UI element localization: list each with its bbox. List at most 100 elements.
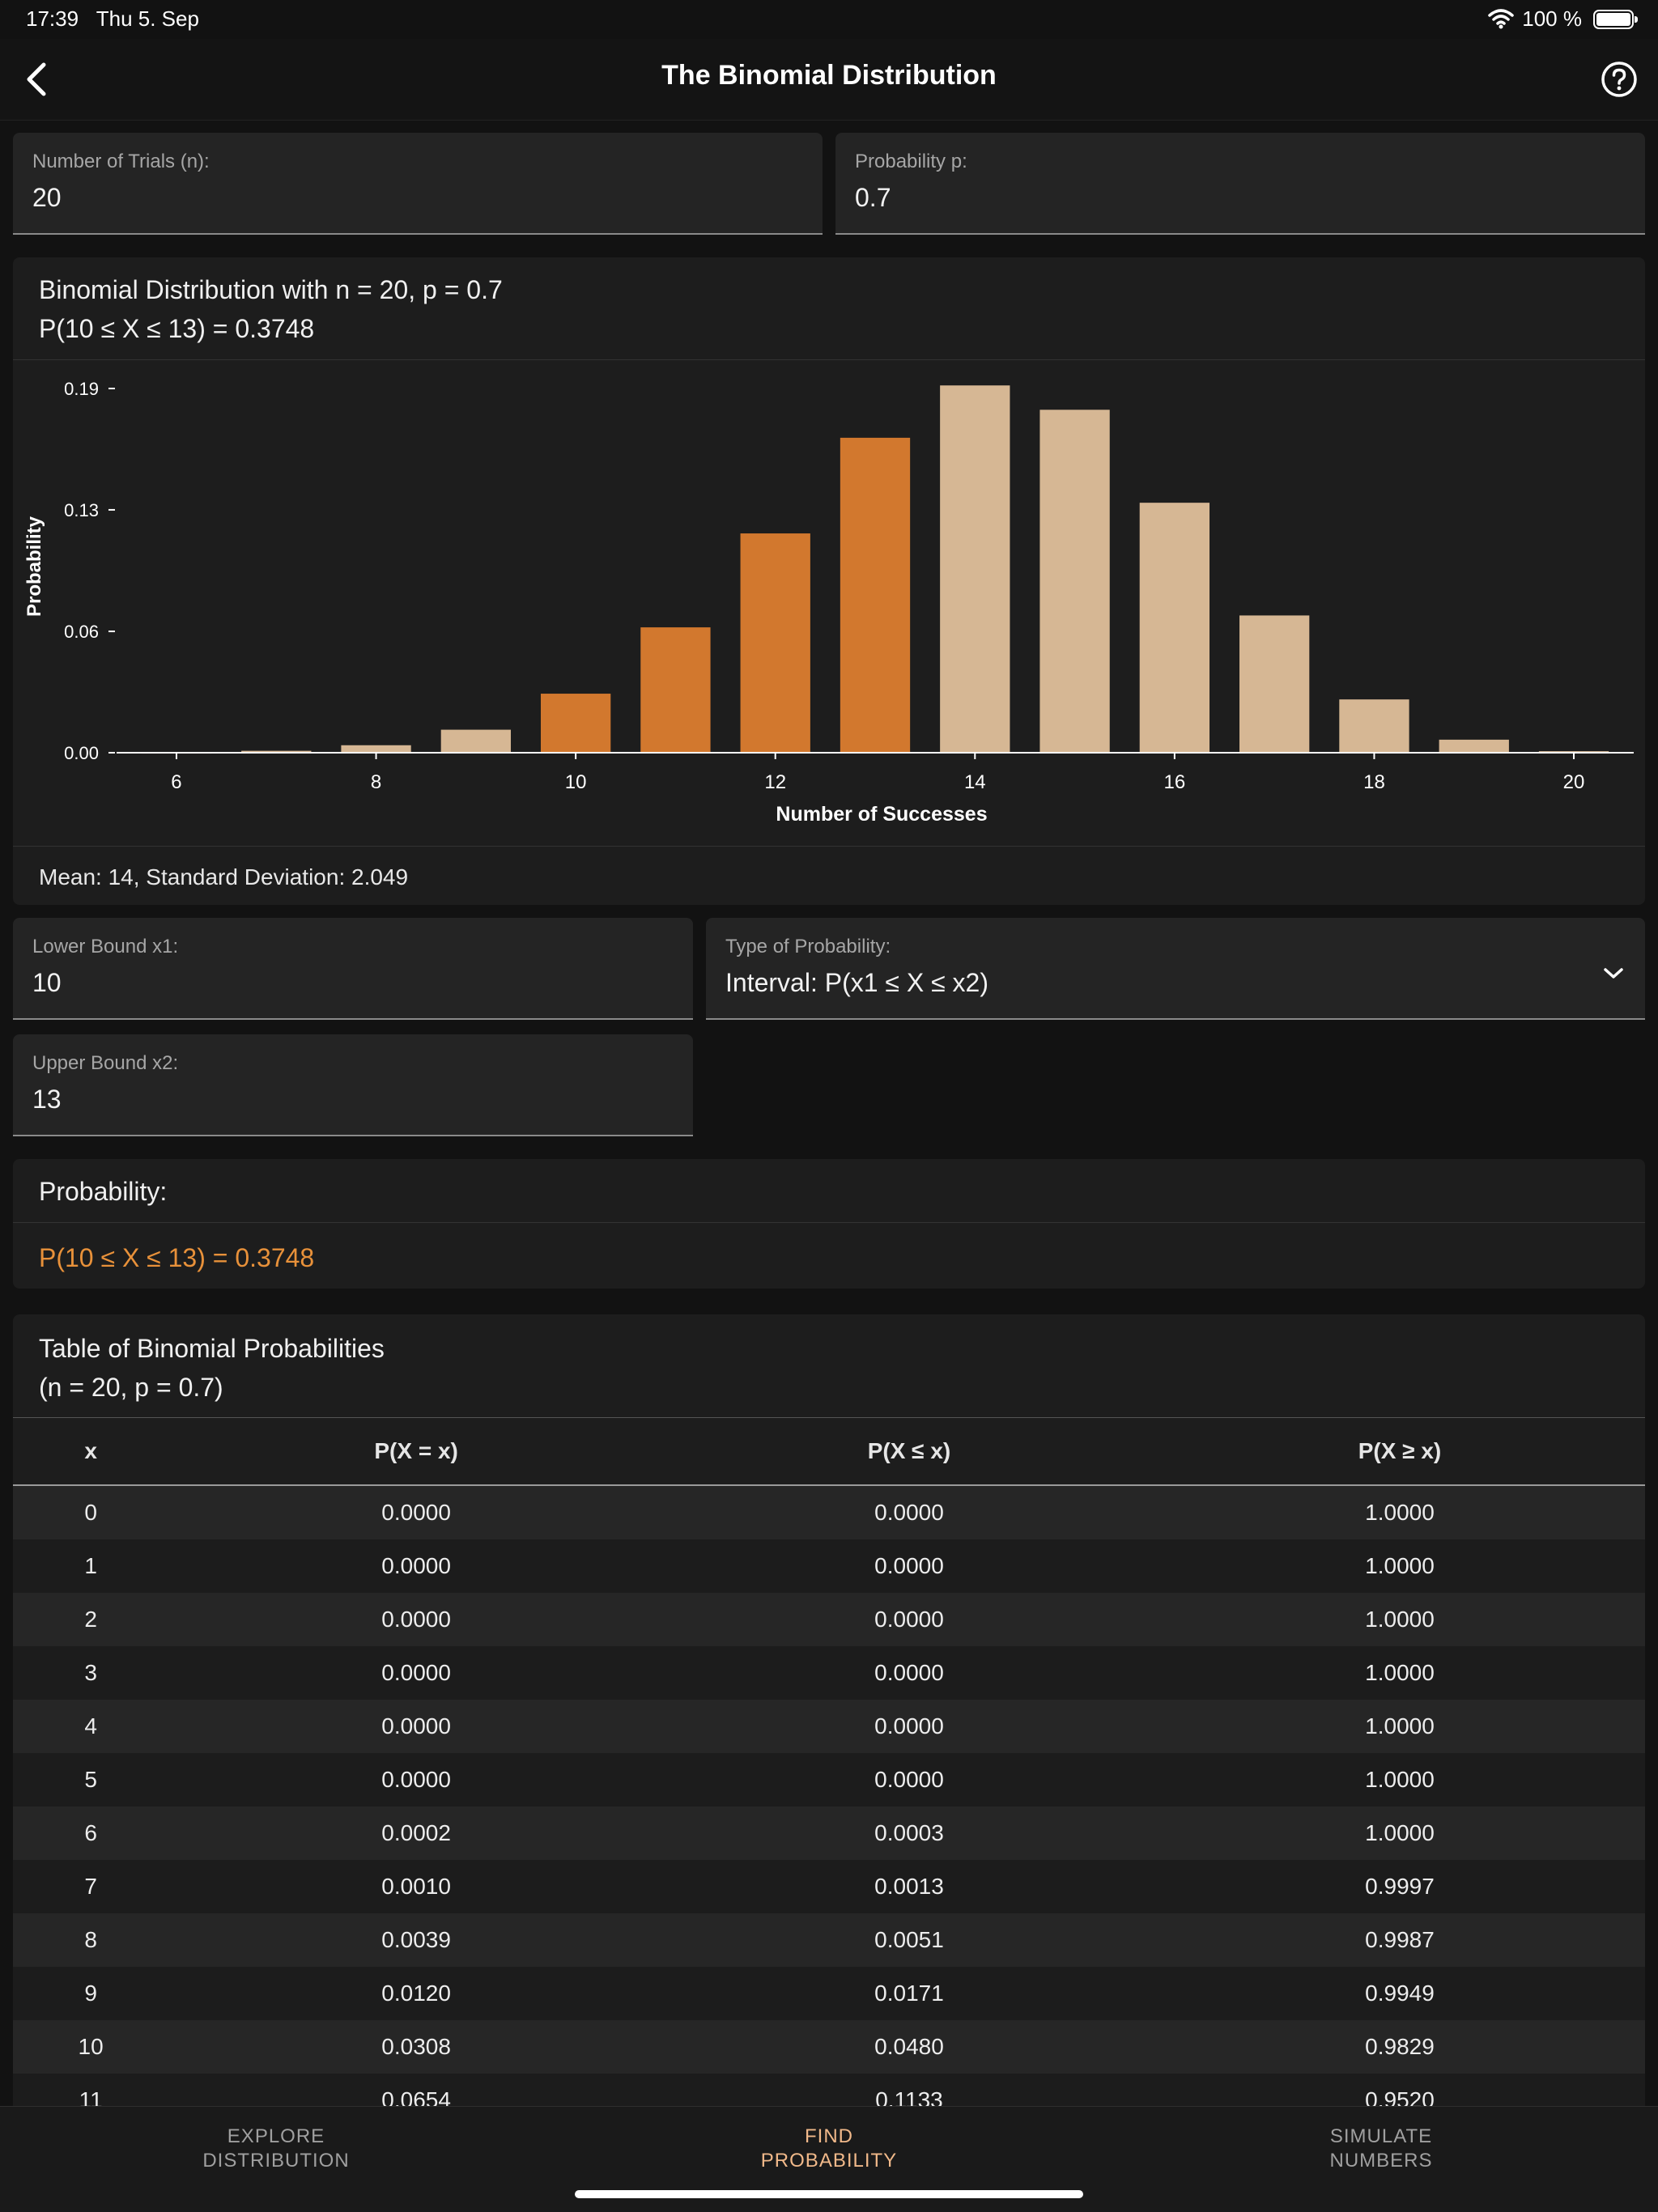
x-tick-label: 18 xyxy=(1363,771,1385,793)
upper-bound-label: Upper Bound x2: xyxy=(32,1052,179,1074)
help-button[interactable] xyxy=(1598,58,1640,100)
table-cell: 0.0000 xyxy=(168,1753,664,1807)
tab-simulate-numbers[interactable]: SIMULATE NUMBERS xyxy=(1329,2125,1433,2172)
table-cell: 0.0039 xyxy=(168,1913,664,1967)
probability-field[interactable]: Probability p: 0.7 xyxy=(835,133,1645,235)
table-cell: 1.0000 xyxy=(1154,1539,1645,1593)
table-cell: 1.0000 xyxy=(1154,1593,1645,1646)
column-header-cdf: P(X ≤ x) xyxy=(663,1418,1154,1486)
chart-title: Binomial Distribution with n = 20, p = 0… xyxy=(39,275,503,304)
chart-bar xyxy=(341,745,411,753)
x-tick-label: 8 xyxy=(371,771,381,793)
table-cell: 0.0000 xyxy=(168,1700,664,1753)
lower-bound-field[interactable]: Lower Bound x1: 10 xyxy=(13,918,693,1020)
probability-type-select[interactable]: Type of Probability: Interval: P(x1 ≤ X … xyxy=(706,918,1645,1020)
table-cell: 9 xyxy=(13,1967,169,2020)
table-cell: 0.0013 xyxy=(663,1860,1154,1913)
table-cell: 0.0480 xyxy=(663,2020,1154,2074)
upper-bound-field[interactable]: Upper Bound x2: 13 xyxy=(13,1034,693,1136)
chart-bar xyxy=(740,533,810,753)
chart-bar xyxy=(640,627,711,753)
probability-result: P(10 ≤ X ≤ 13) = 0.3748 xyxy=(39,1243,315,1272)
y-tick-label: 0.00 xyxy=(64,743,99,763)
chart-bar xyxy=(1039,410,1110,753)
chart-bar xyxy=(1139,503,1210,753)
table-row: 4 0.0000 0.0000 1.0000 xyxy=(13,1700,1645,1753)
probability-table: x P(X = x) P(X ≤ x) P(X ≥ x) 0 0.0000 0.00… xyxy=(13,1418,1645,2127)
table-row: 6 0.0002 0.0003 1.0000 xyxy=(13,1807,1645,1860)
chart-bar xyxy=(1239,615,1310,753)
status-bar: 17:39 Thu 5. Sep 100 % xyxy=(0,0,1658,39)
probability-type-value: Interval: P(x1 ≤ X ≤ x2) xyxy=(725,968,988,997)
table-cell: 4 xyxy=(13,1700,169,1753)
battery-percent: 100 % xyxy=(1522,6,1582,31)
table-cell: 3 xyxy=(13,1646,169,1700)
table-cell: 0.0000 xyxy=(168,1539,664,1593)
table-row: 8 0.0039 0.0051 0.9987 xyxy=(13,1913,1645,1967)
chart-bar xyxy=(241,750,312,753)
y-axis-label: Probability xyxy=(23,516,45,617)
x-tick-label: 10 xyxy=(565,771,587,793)
x-tick-label: 16 xyxy=(1164,771,1186,793)
y-tick-label: 0.06 xyxy=(64,622,99,642)
back-button[interactable] xyxy=(11,55,60,104)
upper-bound-value: 13 xyxy=(32,1085,62,1114)
table-cell: 0.0000 xyxy=(663,1646,1154,1700)
battery-icon xyxy=(1593,10,1638,29)
probability-label: Probability p: xyxy=(855,151,967,172)
lower-bound-value: 10 xyxy=(32,968,62,997)
table-title: Table of Binomial Probabilities xyxy=(39,1334,385,1363)
x-tick-label: 20 xyxy=(1563,771,1585,793)
chart-bar xyxy=(1339,699,1409,753)
y-tick-label: 0.13 xyxy=(64,500,99,520)
table-cell: 5 xyxy=(13,1753,169,1807)
table-cell: 1.0000 xyxy=(1154,1485,1645,1539)
table-cell: 0.9987 xyxy=(1154,1913,1645,1967)
binomial-bar-chart: 6 8 10 12 14 16 18 20 0.00 0.06 0.13 0.19 Number of … xyxy=(23,379,1634,826)
chart-summary: Mean: 14, Standard Deviation: 2.049 xyxy=(39,864,409,889)
chart-card xyxy=(13,257,1645,905)
table-cell: 0.0171 xyxy=(663,1967,1154,2020)
table-cell: 1.0000 xyxy=(1154,1807,1645,1860)
chart-subtitle: P(10 ≤ X ≤ 13) = 0.3748 xyxy=(39,314,315,343)
table-cell: 1.0000 xyxy=(1154,1753,1645,1807)
table-cell: 1.0000 xyxy=(1154,1700,1645,1753)
table-row: 0 0.0000 0.0000 1.0000 xyxy=(13,1485,1645,1539)
table-cell: 0.0000 xyxy=(663,1485,1154,1539)
chevron-left-icon xyxy=(27,62,46,96)
table-row: 9 0.0120 0.0171 0.9949 xyxy=(13,1967,1645,2020)
table-row: 1 0.0000 0.0000 1.0000 xyxy=(13,1539,1645,1593)
table-cell: 0.0120 xyxy=(168,1967,664,2020)
table-row: 5 0.0000 0.0000 1.0000 xyxy=(13,1753,1645,1807)
table-cell: 1.0000 xyxy=(1154,1646,1645,1700)
table-cell: 0.0010 xyxy=(168,1860,664,1913)
chevron-down-icon xyxy=(1604,968,1623,979)
tab-find-probability[interactable]: FIND PROBABILITY xyxy=(760,2125,898,2172)
home-indicator xyxy=(575,2190,1083,2198)
table-row: 2 0.0000 0.0000 1.0000 xyxy=(13,1593,1645,1646)
probability-header: Probability: xyxy=(39,1177,168,1206)
table-cell: 8 xyxy=(13,1913,169,1967)
column-header-x: x xyxy=(13,1418,169,1486)
table-subtitle: (n = 20, p = 0.7) xyxy=(39,1373,223,1402)
tab-explore-distribution[interactable]: EXPLORE DISTRIBUTION xyxy=(202,2125,350,2172)
status-time: 17:39 Thu 5. Sep xyxy=(26,6,199,31)
table-row: 10 0.0308 0.0480 0.9829 xyxy=(13,2020,1645,2074)
table-cell: 0.9997 xyxy=(1154,1860,1645,1913)
trials-field[interactable]: Number of Trials (n): 20 xyxy=(13,133,823,235)
probability-card xyxy=(13,1159,1645,1289)
table-cell: 0.0000 xyxy=(168,1593,664,1646)
table-cell: 0.0000 xyxy=(168,1646,664,1700)
table-cell: 0.0003 xyxy=(663,1807,1154,1860)
table-cell: 0.0000 xyxy=(663,1539,1154,1593)
table-cell: 0.0002 xyxy=(168,1807,664,1860)
table-cell: 6 xyxy=(13,1807,169,1860)
x-tick-label: 14 xyxy=(964,771,986,793)
trials-value: 20 xyxy=(32,183,62,212)
probability-value: 0.7 xyxy=(855,183,891,212)
trials-label: Number of Trials (n): xyxy=(32,151,210,172)
table-cell: 0.0000 xyxy=(663,1593,1154,1646)
x-tick-label: 12 xyxy=(764,771,786,793)
page-title: The Binomial Distribution xyxy=(661,60,997,91)
table-row: 7 0.0010 0.0013 0.9997 xyxy=(13,1860,1645,1913)
